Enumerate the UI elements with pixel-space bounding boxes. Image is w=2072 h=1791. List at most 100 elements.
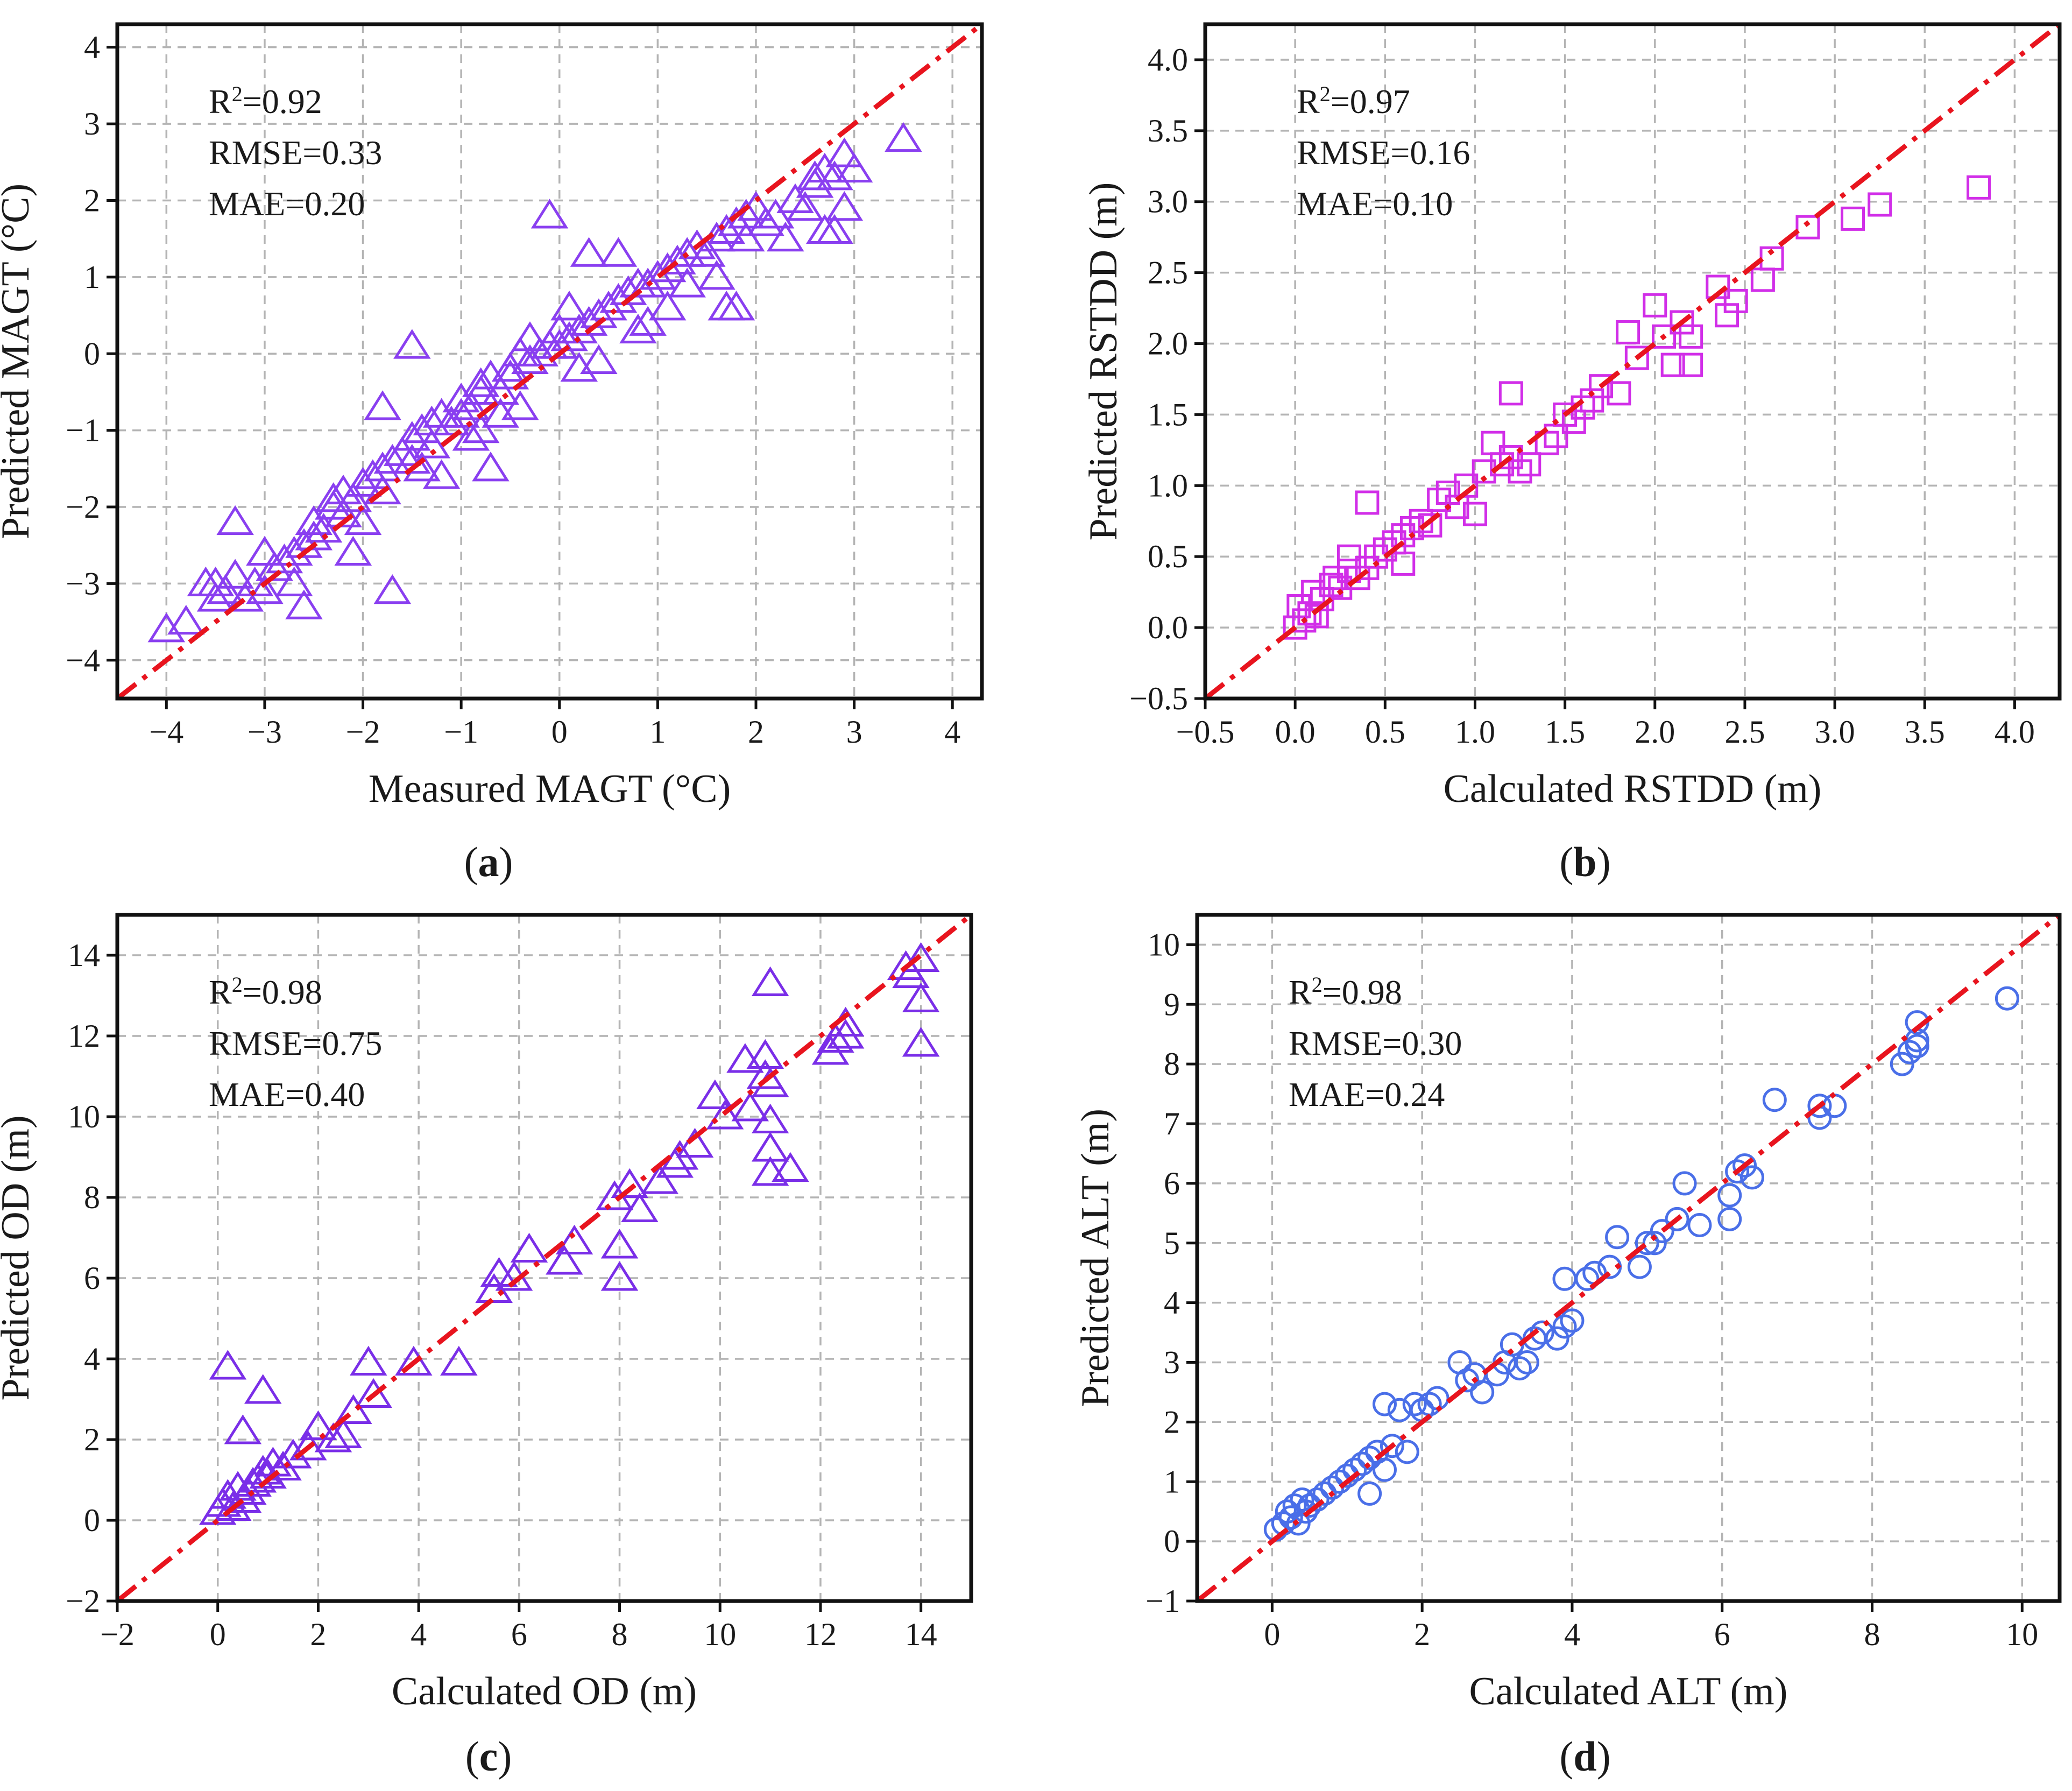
data-point (1357, 1481, 1382, 1506)
data-point (244, 1374, 282, 1404)
data-point (1508, 459, 1532, 484)
y-tick-label: 4 (84, 30, 100, 65)
x-tick-label: 4.0 (1995, 714, 2035, 750)
data-point (902, 1027, 940, 1057)
data-point (580, 298, 618, 328)
data-point (1897, 1040, 1922, 1064)
data-point (648, 291, 687, 321)
y-tick-label: −2 (66, 1583, 100, 1619)
data-point (1670, 310, 1694, 335)
data-point (892, 958, 930, 989)
data-point (334, 535, 372, 566)
plot-frame (115, 913, 973, 1603)
x-tick-label: 10 (704, 1617, 736, 1652)
data-point (1672, 1171, 1697, 1196)
y-axis-label: Predicted ALT (m) (1073, 1109, 1118, 1407)
panel-label: (a) (464, 838, 513, 885)
data-point (1890, 1052, 1914, 1076)
x-tick-label: 2.0 (1635, 714, 1675, 750)
y-tick-label: 6 (84, 1260, 100, 1296)
data-point (1292, 608, 1317, 633)
data-point (442, 398, 480, 428)
data-point (1301, 580, 1326, 604)
data-point (364, 474, 401, 505)
y-tick-label: 0.0 (1148, 610, 1188, 645)
data-point (265, 544, 303, 574)
data-point (570, 237, 608, 267)
data-point (825, 191, 864, 221)
data-point (1372, 1392, 1397, 1416)
plot-frame (1195, 913, 2062, 1603)
y-tick-label: 1.5 (1148, 397, 1188, 432)
panel-label: (b) (1559, 838, 1610, 885)
data-point (756, 199, 795, 229)
y-tick-label: 1 (84, 259, 100, 295)
x-axis-label: Calculated ALT (m) (1469, 1669, 1788, 1714)
data-point (1553, 402, 1578, 427)
data-point (364, 452, 401, 482)
data-point (1427, 488, 1452, 512)
x-tick-label: 10 (2006, 1617, 2038, 1652)
data-point (767, 221, 804, 252)
data-point (1627, 1254, 1652, 1279)
y-tick-label: 1.0 (1148, 468, 1188, 503)
data-point (746, 1059, 784, 1089)
data-point (1725, 1159, 1750, 1184)
data-point (600, 1261, 639, 1291)
data-point (590, 291, 627, 321)
x-tick-label: 8 (1864, 1617, 1880, 1652)
data-point (472, 452, 510, 482)
x-axis-label: Calculated RSTDD (m) (1444, 767, 1822, 811)
data-point (1650, 1219, 1674, 1244)
data-point (580, 344, 618, 375)
x-tick-label: 2 (748, 714, 764, 750)
data-point (344, 505, 382, 535)
data-point (1286, 1511, 1311, 1536)
y-tick-label: 7 (1164, 1106, 1180, 1141)
data-point (373, 443, 412, 474)
data-point (1290, 1487, 1314, 1512)
panel-label: (c) (465, 1733, 512, 1780)
x-tick-label: 2.5 (1724, 714, 1765, 750)
data-point (1588, 374, 1613, 399)
data-point (422, 459, 461, 489)
y-axis-label: Predicted MAGT (°C) (0, 184, 38, 539)
data-point (1687, 1213, 1712, 1238)
data-point (1616, 320, 1640, 344)
panel-a: −4 −3 −2 −1 0 1 2 3 4 −4 −3 −2 −1 0 1 2 3 4 Measured MAGT … (0, 22, 984, 885)
y-tick-label: 3 (1164, 1345, 1180, 1380)
y-tick-label: 10 (68, 1099, 100, 1134)
data-point (629, 306, 667, 336)
data-point (659, 244, 696, 274)
x-tick-label: −2 (346, 714, 380, 750)
data-point (619, 313, 657, 344)
y-tick-label: 6 (1164, 1166, 1180, 1201)
x-tick-label: 1 (649, 714, 666, 750)
panel-b: −0.5 0.0 0.5 1.0 1.5 2.0 2.5 3.0 3.5 4.0 −0.5 0.0 0.… (1081, 22, 2062, 885)
x-tick-label: 3.5 (1905, 714, 1945, 750)
data-point (511, 321, 549, 351)
data-point (1454, 473, 1479, 498)
data-point (1418, 513, 1442, 538)
data-point (1795, 215, 1820, 239)
data-point (440, 1345, 478, 1376)
data-point (196, 566, 235, 596)
data-point (751, 966, 789, 997)
x-tick-label: 3 (846, 714, 862, 750)
data-point (314, 1422, 352, 1452)
data-point (806, 152, 844, 183)
data-point (698, 260, 736, 290)
data-point (482, 375, 519, 405)
data-point (1717, 1183, 1742, 1208)
data-point (1380, 1434, 1404, 1458)
mae-stat: MAE=0.24 (1289, 1075, 1445, 1113)
panel-c: −2 0 2 4 6 8 10 12 14 −2 0 2 4 6 8 10 12 14 Calculated OD … (0, 913, 973, 1780)
data-point (207, 574, 244, 604)
data-point (305, 513, 343, 543)
data-point (1372, 1457, 1397, 1482)
r2-stat: R2=0.97 (1297, 82, 1410, 121)
data-point (746, 1039, 784, 1069)
x-tick-label: −2 (100, 1617, 135, 1652)
data-point (600, 1229, 639, 1259)
